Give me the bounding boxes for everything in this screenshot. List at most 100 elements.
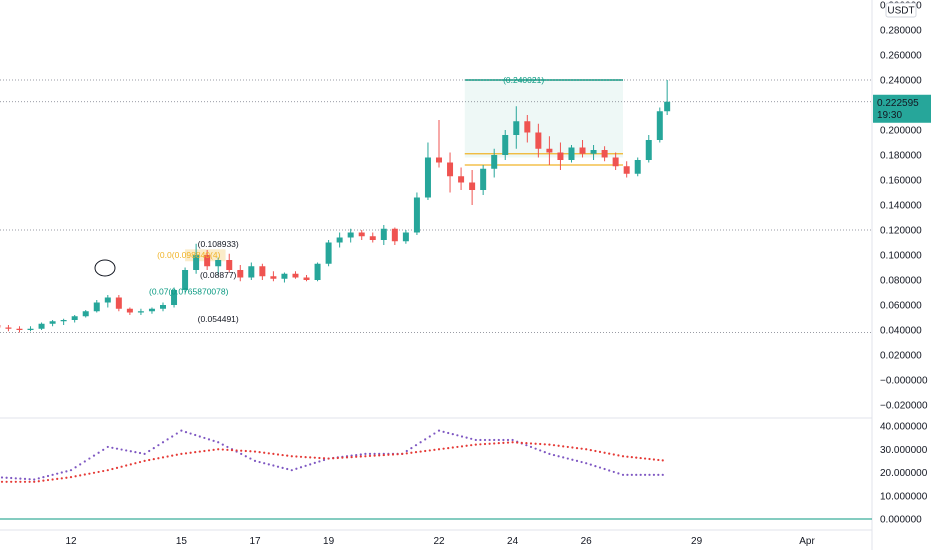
candle-body[interactable] [71, 316, 78, 320]
candle-body[interactable] [137, 311, 144, 313]
indicator-point [194, 433, 197, 437]
candle-body[interactable] [458, 176, 465, 183]
candle-body[interactable] [281, 273, 288, 279]
indicator-point [433, 448, 436, 451]
currency-badge[interactable] [885, 2, 917, 18]
candle-body[interactable] [502, 135, 509, 155]
candle-body[interactable] [664, 101, 671, 112]
indicator-point [152, 446, 155, 450]
candle-body[interactable] [424, 157, 431, 198]
indicator-point [608, 452, 611, 455]
candle-body[interactable] [436, 157, 442, 163]
price-tick-label: 0.200000 [880, 126, 922, 137]
candle-body[interactable] [513, 121, 520, 135]
candle-body[interactable] [590, 150, 597, 154]
indicator-point [488, 442, 491, 445]
candle-body[interactable] [347, 232, 354, 238]
candle-body[interactable] [524, 121, 531, 133]
candle-body[interactable] [579, 147, 586, 154]
indicator-point [562, 445, 565, 448]
indicator-point [460, 435, 464, 438]
indicator-point [240, 452, 243, 455]
candle-body[interactable] [193, 255, 200, 270]
indicator-point [447, 446, 450, 450]
candle-body[interactable] [38, 323, 45, 329]
candle-body[interactable] [480, 168, 487, 190]
candle-body[interactable] [270, 276, 277, 279]
candle-body[interactable] [5, 327, 12, 329]
indicator-point [42, 479, 45, 482]
candle-body[interactable] [491, 155, 498, 169]
candle-body[interactable] [601, 150, 608, 158]
indicator-point [120, 448, 123, 451]
indicator-point [456, 434, 459, 437]
candle-body[interactable] [160, 305, 166, 309]
candle-body[interactable] [623, 166, 630, 174]
candle-body[interactable] [469, 182, 476, 191]
indicator-point [652, 473, 656, 476]
candles[interactable] [0, 80, 671, 333]
time-axis[interactable]: 12 15 17 19 22 24 26 29 Apr [65, 536, 815, 547]
candle-body[interactable] [248, 266, 255, 278]
candle-body[interactable] [171, 290, 178, 305]
candle-body[interactable] [557, 152, 564, 161]
candle-body[interactable] [447, 162, 454, 177]
indicator-point [401, 452, 404, 455]
candle-body[interactable] [535, 132, 542, 149]
candle-body[interactable] [226, 260, 233, 270]
indicator-point [318, 456, 321, 460]
indicator-point [382, 453, 385, 457]
indicator-point [143, 459, 146, 462]
candle-body[interactable] [391, 228, 398, 242]
candle-body[interactable] [413, 197, 420, 233]
candle-body[interactable] [568, 147, 575, 161]
indicator-point [46, 478, 50, 482]
candle-body[interactable] [645, 140, 652, 160]
candle-body[interactable] [115, 297, 122, 309]
candle-body[interactable] [27, 328, 34, 330]
candle-body[interactable] [259, 266, 266, 277]
candle-body[interactable] [204, 255, 211, 267]
candle-body[interactable] [93, 302, 100, 312]
candle-body[interactable] [215, 260, 222, 267]
indicator-point [19, 480, 22, 483]
candle-body[interactable] [104, 297, 111, 303]
candle-body[interactable] [126, 308, 133, 313]
indicator-point [28, 478, 31, 481]
indicator-point [451, 433, 454, 436]
candle-body[interactable] [237, 270, 244, 278]
candle-body[interactable] [612, 157, 619, 167]
candle-body[interactable] [148, 308, 155, 312]
candle-body[interactable] [16, 328, 23, 330]
price-annotation: (0.240021) [503, 75, 544, 85]
indicator-point [166, 438, 169, 441]
time-tick-label: 29 [691, 536, 703, 547]
candle-body[interactable] [325, 242, 332, 264]
horizontal-lines [0, 79, 872, 333]
currency-label: USDT [887, 6, 914, 17]
indicator-point [125, 464, 128, 467]
candle-body[interactable] [358, 232, 365, 237]
candle-body[interactable] [634, 160, 641, 174]
candle-body[interactable] [369, 236, 376, 240]
candle-body[interactable] [182, 270, 189, 290]
candle-body[interactable] [402, 232, 409, 242]
indicator-point [33, 480, 36, 483]
candle-body[interactable] [656, 111, 663, 140]
indicator-point [263, 462, 266, 465]
indicator-point [46, 474, 50, 478]
candle-body[interactable] [303, 277, 310, 281]
candle-body[interactable] [49, 321, 56, 324]
indicator-point [437, 448, 441, 451]
indicator-point [180, 452, 183, 455]
candle-body[interactable] [82, 311, 89, 317]
candle-body[interactable] [380, 228, 387, 240]
indicator-point [102, 448, 105, 451]
candle-body[interactable] [546, 148, 553, 153]
candle-body[interactable] [336, 237, 343, 243]
indicator-point [589, 463, 592, 466]
candle-body[interactable] [60, 320, 67, 322]
candle-body[interactable] [314, 263, 321, 280]
candle-body[interactable] [292, 273, 299, 278]
